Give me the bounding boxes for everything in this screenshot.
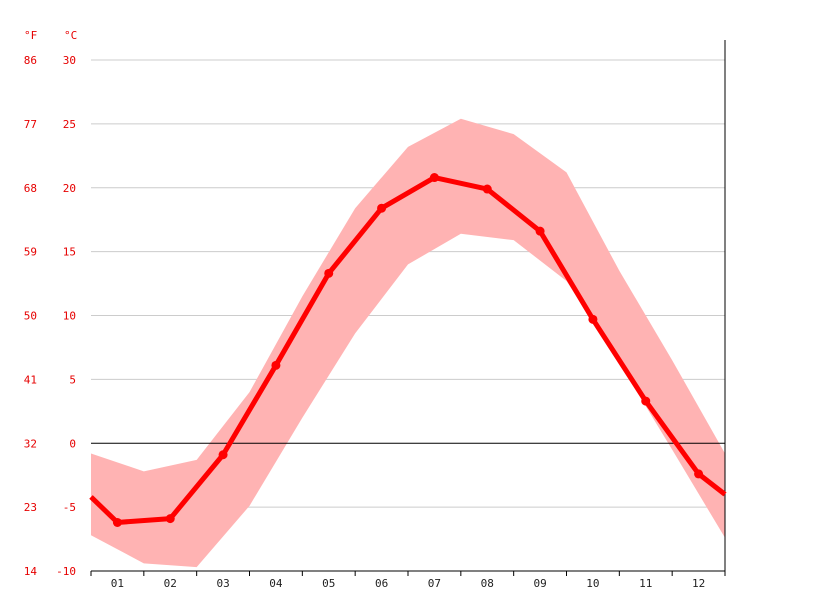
data-point	[694, 469, 704, 479]
x-tick-label: 02	[164, 577, 177, 590]
data-point	[482, 184, 492, 194]
data-point	[112, 517, 122, 527]
y-tick-label-f: 23	[24, 501, 37, 514]
data-points	[112, 173, 704, 527]
y-tick-label-c: 25	[63, 118, 76, 131]
y-tick-label-c: -10	[56, 565, 76, 578]
y-tick-label-c: 20	[63, 182, 76, 195]
temperature-range-band	[91, 118, 725, 568]
y-axis-labels: °F °C 86 30 77 25 68 20 59 15 50 10 41 5 32 0 23 -5 14 -1…	[24, 29, 78, 578]
x-tick-label: 11	[639, 577, 652, 590]
y-tick-label-f: 77	[24, 118, 37, 131]
y-tick-label-c: 30	[63, 54, 76, 67]
y-tick-label-c: 10	[63, 310, 76, 323]
x-tick-label: 01	[111, 577, 124, 590]
data-point	[377, 203, 387, 213]
y-tick-label-f: 50	[24, 310, 37, 323]
data-point	[324, 268, 334, 278]
data-point	[271, 360, 281, 370]
x-tick-label: 04	[269, 577, 283, 590]
y-tick-label-c: 0	[69, 437, 76, 450]
data-point	[429, 173, 439, 183]
x-axis-labels: 01 02 03 04 05 06 07 08 09 10 11 12	[111, 577, 705, 590]
x-tick-label: 12	[692, 577, 705, 590]
y-tick-label-f: 32	[24, 437, 37, 450]
mean-temperature-line	[89, 175, 727, 525]
x-tick-label: 10	[586, 577, 599, 590]
x-tick-label: 09	[533, 577, 546, 590]
x-tick-label: 03	[216, 577, 229, 590]
y-tick-label-f: 68	[24, 182, 37, 195]
data-point	[218, 450, 228, 460]
unit-label-c: °C	[64, 29, 77, 42]
data-point	[641, 396, 651, 406]
x-tick-label: 05	[322, 577, 335, 590]
y-tick-label-f: 86	[24, 54, 37, 67]
y-tick-label-c: 5	[69, 373, 76, 386]
y-tick-label-c: 15	[63, 246, 76, 259]
x-tick-label: 07	[428, 577, 441, 590]
gridlines	[91, 59, 725, 508]
unit-label-f: °F	[24, 29, 37, 42]
data-point	[588, 314, 598, 324]
y-tick-label-f: 59	[24, 246, 37, 259]
data-point	[165, 514, 175, 524]
x-tick-label: 08	[481, 577, 494, 590]
y-tick-label-f: 41	[24, 373, 37, 386]
x-tick-marks	[90, 571, 726, 576]
y-tick-label-c: -5	[63, 501, 76, 514]
x-tick-label: 06	[375, 577, 388, 590]
y-tick-label-f: 14	[24, 565, 38, 578]
data-point	[535, 226, 545, 236]
